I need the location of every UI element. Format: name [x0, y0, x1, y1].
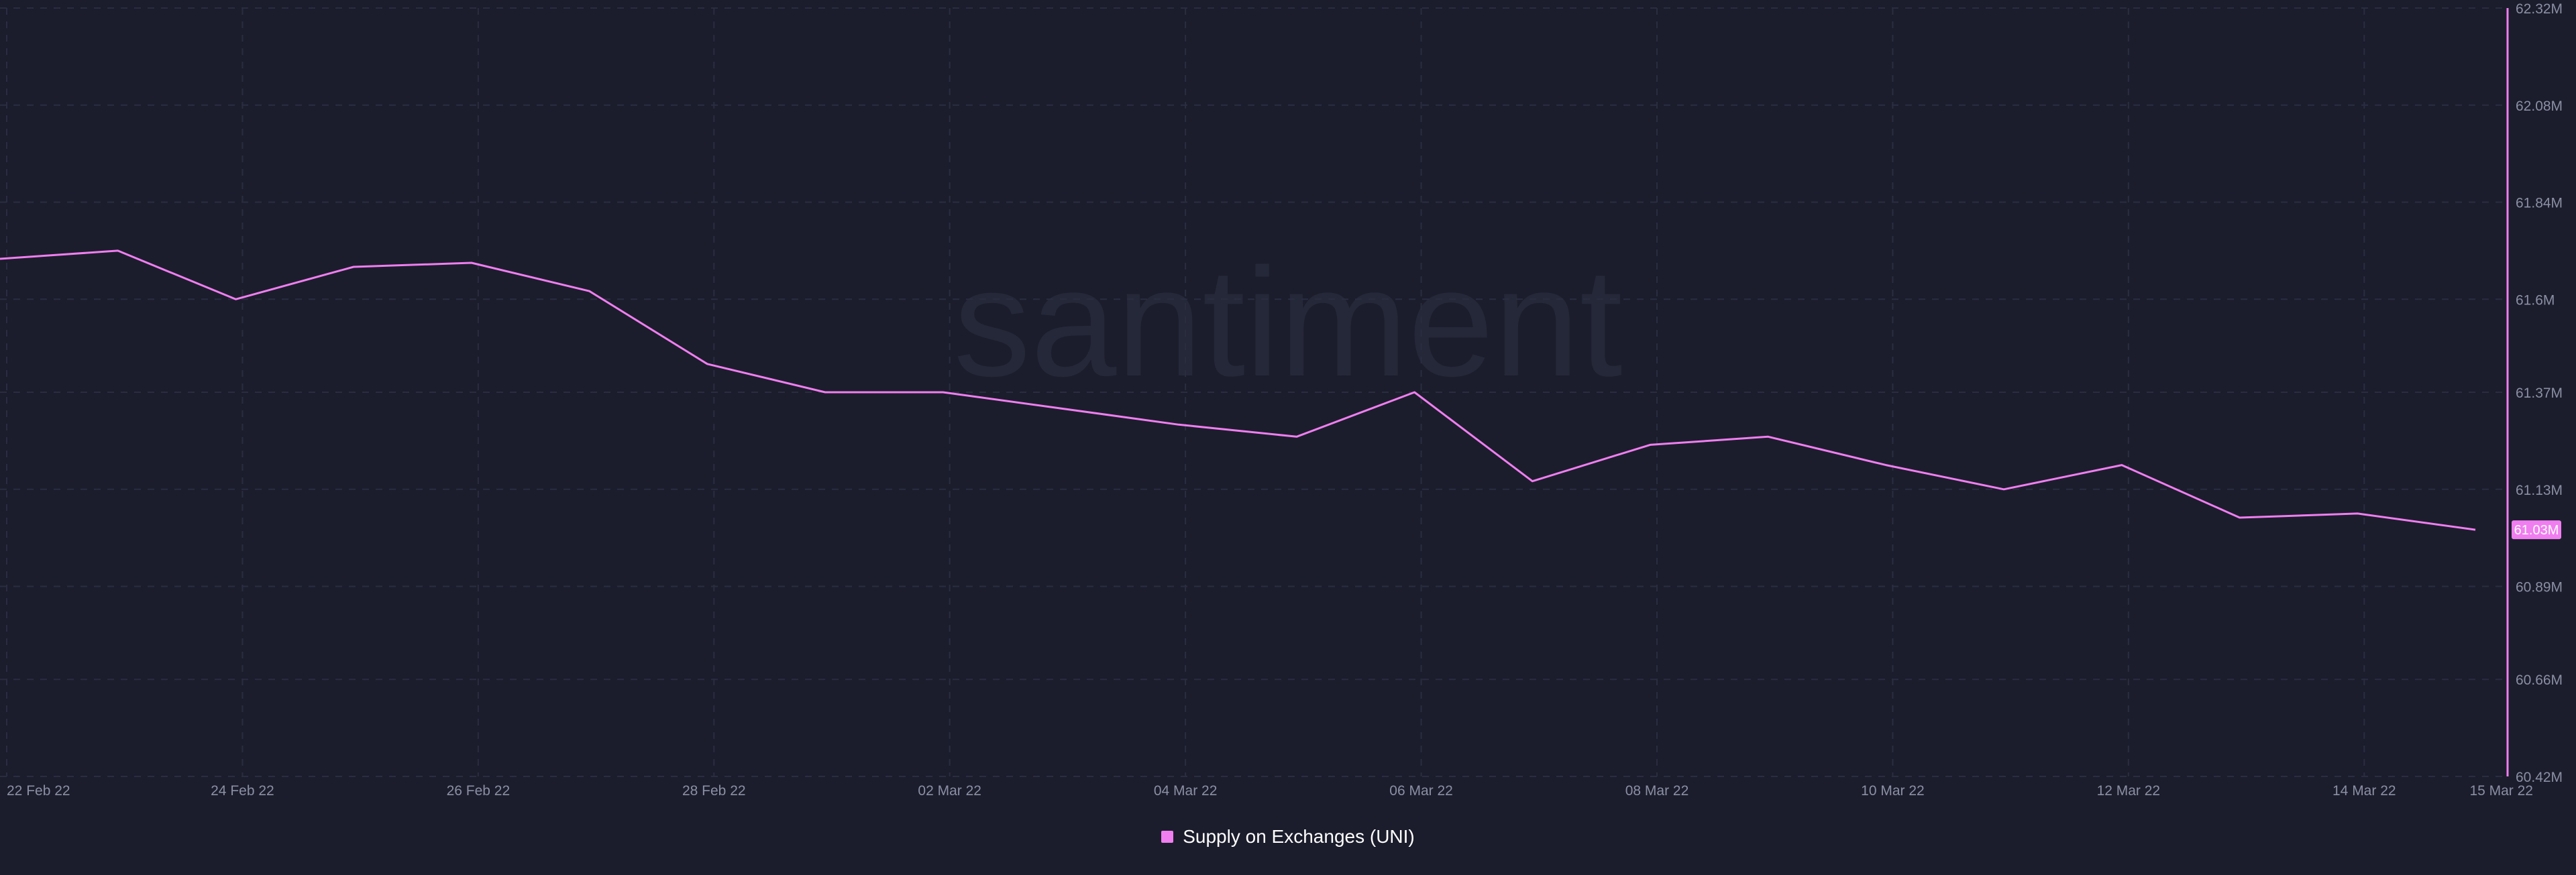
x-tick-label: 02 Mar 22 — [918, 783, 981, 799]
x-tick-label: 06 Mar 22 — [1389, 783, 1453, 799]
y-axis: 60.42M 60.66M 60.89M 61.13M 61.37M 61.6M 61.84… — [2506, 1, 2563, 785]
last-value-badge-text: 61.03M — [2514, 523, 2559, 538]
x-tick-label: 08 Mar 22 — [1625, 783, 1689, 799]
y-tick-label: 61.84M — [2516, 196, 2563, 211]
legend-swatch — [1161, 831, 1174, 843]
y-tick-label: 62.08M — [2516, 99, 2563, 114]
last-value-badge-group: 61.03M — [2512, 520, 2561, 540]
y-tick-label: 61.6M — [2516, 292, 2555, 308]
y-tick-label: 61.37M — [2516, 386, 2563, 401]
legend-label: Supply on Exchanges (UNI) — [1183, 826, 1415, 847]
y-tick-label: 60.42M — [2516, 770, 2563, 785]
last-value-badge — [2512, 520, 2561, 540]
x-tick-label: 24 Feb 22 — [211, 783, 274, 799]
y-tick-label: 60.89M — [2516, 580, 2563, 595]
series-layer — [0, 249, 2476, 531]
y-tick-label: 60.66M — [2516, 673, 2563, 688]
watermark: santiment — [953, 236, 1622, 408]
grid-lines — [0, 7, 2508, 777]
y-tick-label: 61.13M — [2516, 483, 2563, 498]
x-tick-label: 26 Feb 22 — [447, 783, 511, 799]
x-tick-label: 28 Feb 22 — [682, 783, 746, 799]
series-line[interactable] — [0, 249, 2476, 531]
x-tick-label: 10 Mar 22 — [1861, 783, 1925, 799]
x-tick-label: 12 Mar 22 — [2097, 783, 2161, 799]
y-tick-label: 62.32M — [2516, 1, 2563, 17]
x-tick-label: 04 Mar 22 — [1154, 783, 1218, 799]
x-tick-label: 15 Mar 22 — [2469, 783, 2533, 799]
legend[interactable]: Supply on Exchanges (UNI) — [0, 826, 2576, 848]
x-tick-label: 22 Feb 22 — [7, 783, 70, 799]
x-tick-label: 14 Mar 22 — [2332, 783, 2396, 799]
x-axis: 22 Feb 22 24 Feb 22 26 Feb 22 28 Feb 22 02 M… — [7, 783, 2533, 799]
